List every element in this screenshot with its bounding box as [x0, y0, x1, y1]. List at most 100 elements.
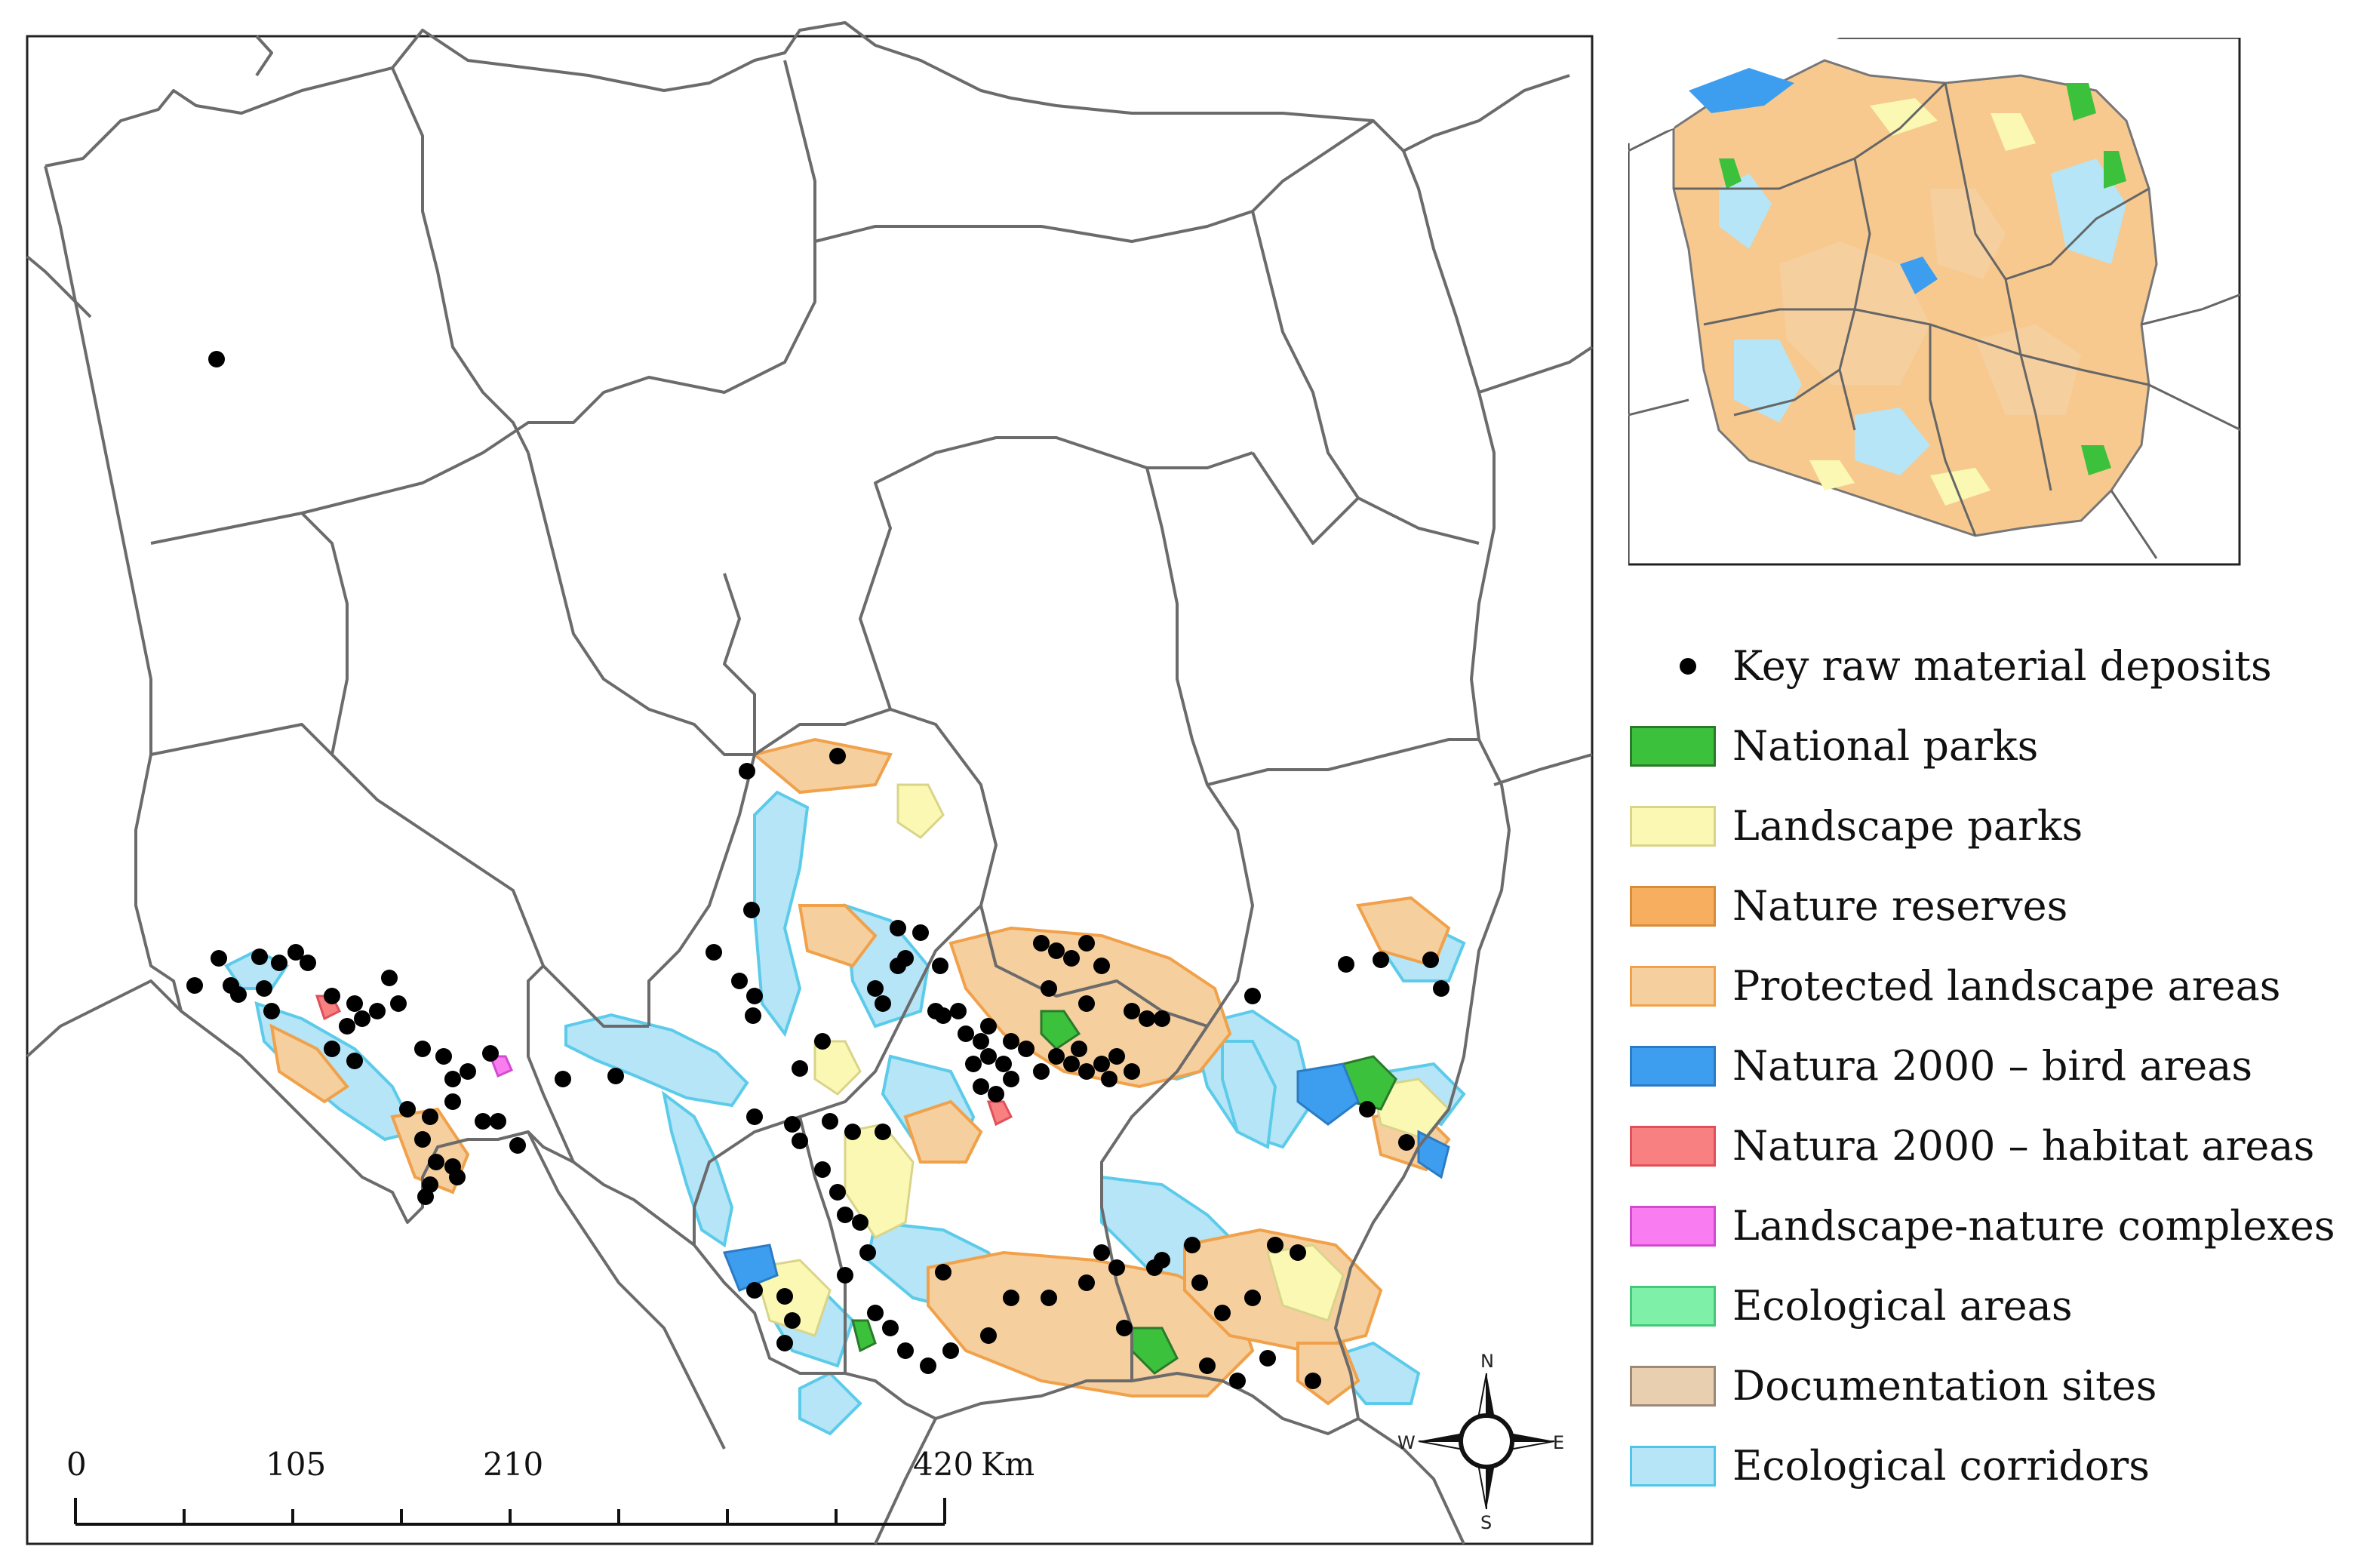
region-boundary — [693, 904, 982, 1245]
protected-landscape-area — [751, 737, 893, 795]
deposit-point — [1229, 1373, 1246, 1389]
region-boundary — [798, 1116, 847, 1373]
deposit-point — [211, 950, 227, 967]
deposit-point — [875, 1124, 891, 1140]
deposit-point — [746, 1282, 763, 1299]
deposit-point — [1359, 1101, 1376, 1118]
deposit-point — [1139, 1010, 1155, 1027]
inset-sea — [1628, 38, 1840, 143]
region-boundary — [300, 512, 349, 755]
deposit-point — [1093, 1244, 1110, 1261]
legend-swatch — [1630, 966, 1716, 1007]
deposit-point — [422, 1108, 438, 1125]
inset-neighbour-lines — [1628, 127, 2241, 559]
deposit-point — [1108, 1048, 1125, 1065]
region-boundary — [1145, 467, 1254, 1028]
region-boundary — [1251, 451, 1360, 545]
region-boundary — [814, 119, 1375, 243]
legend-label: Landscape-nature complexes — [1732, 1202, 2335, 1250]
deposit-point — [980, 1327, 997, 1344]
deposit-point — [460, 1063, 476, 1080]
neighbour-boundary — [1403, 74, 1570, 152]
deposit-point — [1018, 1041, 1034, 1057]
legend-item: Natura 2000 – habitat areas — [1622, 1106, 2354, 1186]
deposit-point — [743, 902, 760, 918]
neighbour-boundary — [1357, 1417, 1465, 1545]
deposit-point — [935, 1264, 951, 1281]
deposit-point — [746, 988, 763, 1004]
deposit-point — [980, 1018, 997, 1035]
deposit-point — [208, 351, 225, 367]
deposit-point — [230, 986, 247, 1003]
administrative-boundaries — [26, 21, 1594, 1545]
neighbour-boundary — [874, 1418, 937, 1545]
neighbour-boundary — [1493, 753, 1593, 786]
legend-swatch — [1630, 1206, 1716, 1247]
deposit-point — [369, 1003, 386, 1019]
deposit-point — [1063, 1056, 1080, 1072]
deposit-point — [324, 1041, 340, 1057]
deposit-point — [444, 1093, 461, 1110]
deposit-point — [822, 1113, 838, 1130]
legend-swatch — [1630, 886, 1716, 927]
deposit-point — [186, 977, 203, 994]
neighbour-boundary — [527, 1131, 726, 1450]
legend-item: Ecological corridors — [1622, 1426, 2354, 1506]
deposit-point — [263, 1003, 280, 1019]
deposit-point — [1093, 1056, 1110, 1072]
legend-swatch — [1630, 806, 1716, 847]
country-boundary — [44, 21, 1511, 1435]
deposit-point — [890, 958, 906, 974]
deposit-point — [912, 924, 929, 941]
deposit-point — [1398, 1134, 1415, 1151]
legend-swatch — [1630, 1046, 1716, 1087]
region-boundary — [527, 452, 755, 756]
deposit-point — [1078, 995, 1095, 1012]
deposit-point — [271, 955, 287, 971]
legend-label: Nature reserves — [1732, 882, 2068, 930]
legend-label: Natura 2000 – habitat areas — [1732, 1122, 2315, 1170]
deposit-point — [867, 980, 884, 997]
legend-swatch — [1630, 726, 1716, 767]
deposit-point — [287, 944, 304, 961]
deposit-point — [958, 1025, 974, 1042]
deposit-point — [1003, 1033, 1019, 1050]
deposit-point — [875, 995, 891, 1012]
legend-label: Key raw material deposits — [1732, 642, 2272, 690]
deposit-point — [980, 1048, 997, 1065]
deposit-point — [844, 1124, 861, 1140]
deposit-point — [435, 1048, 452, 1065]
neighbour-boundary — [723, 573, 756, 755]
deposit-point — [346, 995, 363, 1012]
deposit-point — [792, 1133, 808, 1149]
deposit-point — [1259, 1350, 1276, 1367]
ecological-corridor — [1221, 1040, 1277, 1150]
deposit-point — [339, 1018, 355, 1035]
scale-tick-210: 210 — [483, 1446, 543, 1483]
deposit-point — [607, 1068, 624, 1084]
legend: Key raw material deposits National parks L… — [1622, 626, 2354, 1506]
legend-item: Protected landscape areas — [1622, 946, 2354, 1026]
deposit-point — [1214, 1305, 1231, 1321]
protected-landscape-area — [903, 1099, 983, 1164]
deposit-point — [256, 980, 272, 997]
ecological-corridor — [564, 1013, 749, 1108]
deposit-point — [1199, 1357, 1216, 1374]
legend-label: Landscape parks — [1732, 802, 2083, 850]
deposit-point — [784, 1312, 801, 1329]
deposit-point — [1154, 1010, 1170, 1027]
deposit-point — [475, 1113, 491, 1130]
deposit-point — [859, 1244, 876, 1261]
region-boundary — [890, 708, 1208, 1028]
neighbour-boundary — [1478, 346, 1594, 394]
neighbour-boundary — [26, 255, 92, 318]
deposit-point — [965, 1056, 982, 1072]
deposit-point — [746, 1108, 763, 1125]
deposit-point — [444, 1071, 461, 1087]
deposit-point — [1290, 1244, 1306, 1261]
natura-bird-area — [1417, 1130, 1450, 1179]
inset-region-boundaries — [1674, 81, 2150, 537]
scale-bar — [74, 1498, 946, 1526]
deposit-point — [814, 1161, 831, 1178]
deposit-point — [1033, 935, 1050, 952]
